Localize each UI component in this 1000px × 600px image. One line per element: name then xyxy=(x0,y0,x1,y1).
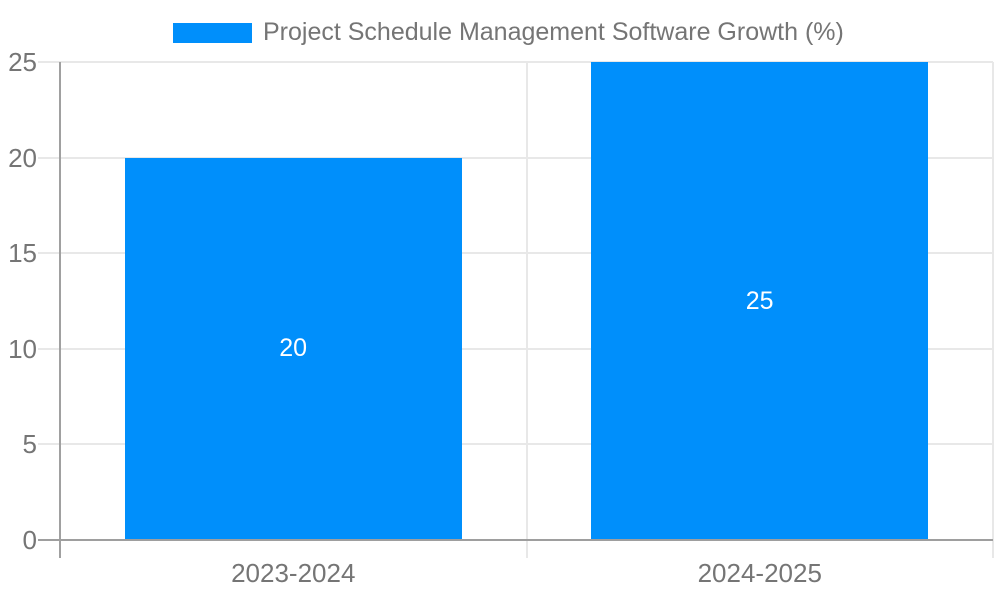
bar-value-label: 20 xyxy=(279,334,308,363)
bar[interactable]: 20 xyxy=(124,157,462,540)
gridline xyxy=(38,61,993,63)
bar-value-label: 25 xyxy=(745,286,774,315)
y-tick-label: 15 xyxy=(8,238,37,269)
y-axis-line xyxy=(59,62,61,558)
gridline xyxy=(38,347,993,350)
gridline xyxy=(38,252,993,255)
bar[interactable]: 25 xyxy=(591,62,929,540)
legend-label: Project Schedule Management Software Gro… xyxy=(263,18,844,46)
legend-color-swatch xyxy=(173,23,252,43)
x-axis-baseline xyxy=(38,539,993,541)
x-axis-label: 2024-2025 xyxy=(697,558,822,588)
y-tick-label: 10 xyxy=(8,333,37,364)
gridline xyxy=(38,156,993,159)
gridline xyxy=(38,443,993,446)
y-tick-label: 0 xyxy=(22,525,37,555)
category-gridline xyxy=(525,62,528,558)
y-tick-label: 20 xyxy=(8,142,37,173)
x-axis-label: 2023-2024 xyxy=(231,558,356,588)
y-tick-label: 25 xyxy=(8,47,37,77)
y-tick-label: 5 xyxy=(22,429,37,460)
plot-right-border xyxy=(992,62,994,558)
